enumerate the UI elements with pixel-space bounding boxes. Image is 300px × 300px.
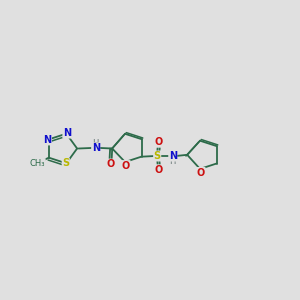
Text: O: O [122, 160, 130, 171]
Text: N: N [63, 128, 71, 138]
Text: S: S [62, 158, 69, 168]
Text: O: O [197, 167, 205, 178]
Text: H: H [169, 157, 176, 166]
Text: S: S [154, 151, 161, 161]
Text: O: O [106, 159, 115, 169]
Text: H: H [92, 139, 99, 148]
Text: O: O [155, 165, 163, 175]
Text: N: N [92, 143, 100, 153]
Text: N: N [169, 151, 177, 161]
Text: O: O [155, 137, 163, 147]
Text: N: N [43, 135, 51, 145]
Text: CH₃: CH₃ [30, 159, 45, 168]
